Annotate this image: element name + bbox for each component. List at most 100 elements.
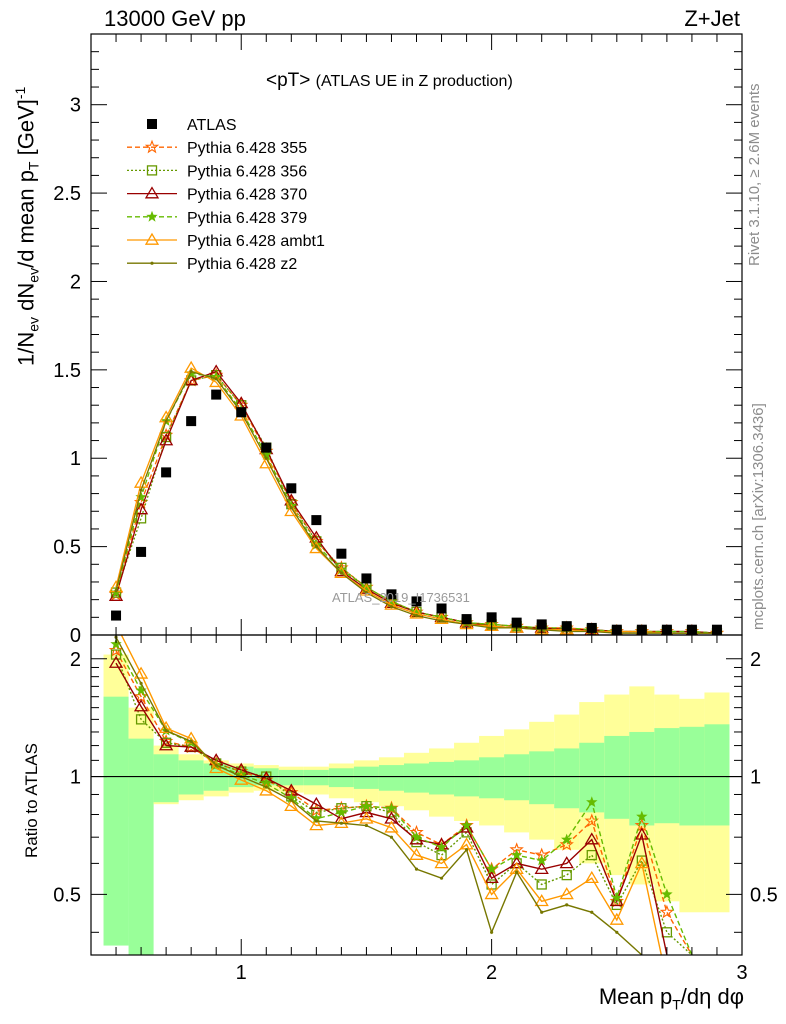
- legend-entry-5: Pythia 6.428 379: [127, 210, 307, 227]
- ratio-series-point: [164, 729, 168, 733]
- ratio-series-point: [384, 820, 399, 833]
- main-series-point: [314, 545, 318, 549]
- legend-label: Pythia 6.428 z2: [187, 256, 297, 273]
- ratio-band-inner-bin: [654, 728, 680, 824]
- ratio-y-tick-label-right: 1: [750, 767, 761, 789]
- ratio-series-point: [133, 689, 149, 703]
- plot-title-sub: (ATLAS UE in Z production): [315, 73, 513, 90]
- ratio-series-point: [209, 760, 224, 774]
- main-series-point: [214, 377, 218, 381]
- main-series-point: [133, 502, 149, 515]
- main-series-point: [260, 448, 272, 460]
- ratio-band-inner-bin: [629, 731, 655, 826]
- ratio-y-tick-label-right: 0.5: [750, 884, 778, 906]
- main-series-point: [360, 581, 373, 593]
- ratio-series-point: [485, 863, 498, 874]
- ratio-band-inner-bin: [554, 748, 580, 809]
- ratio-series-point: [586, 849, 597, 861]
- ratio-series-point: [490, 930, 494, 934]
- legend-label: Pythia 6.428 ambt1: [187, 233, 325, 250]
- ratio-series-point: [590, 910, 594, 914]
- data-point: [286, 483, 297, 494]
- ratio-series-point: [586, 796, 598, 808]
- ratio-series-point: [536, 854, 548, 866]
- ratio-band-inner-bin: [378, 765, 404, 791]
- main-series-point: [414, 613, 419, 618]
- main-y-axis-label: 1/Nev dNev/d mean pT [GeV]-1: [12, 86, 42, 366]
- main-series-point: [364, 590, 369, 595]
- ratio-series-point: [158, 720, 174, 733]
- ratio-band-inner-bin: [303, 769, 329, 786]
- legend-entry-3: Pythia 6.428 356: [127, 163, 307, 180]
- ratio-series-point: [609, 894, 624, 907]
- ratio-series-point: [133, 699, 149, 712]
- ratio-series-point: [264, 785, 268, 789]
- main-series-point: [264, 456, 268, 460]
- ratio-series-point: [435, 841, 448, 852]
- ratio-series-point: [464, 848, 469, 852]
- main-series-point: [108, 588, 124, 601]
- ratio-series-point: [335, 806, 348, 818]
- main-series-point: [114, 589, 118, 593]
- mcplots-reference-label: mcplots.cern.ch [arXiv:1306.3436]: [750, 403, 767, 630]
- ratio-series-point: [314, 819, 318, 823]
- ratio-series-point: [661, 888, 673, 900]
- legend-entry-1: ATLAS: [147, 117, 237, 134]
- ratio-series-point: [484, 887, 499, 900]
- ratio-series-point: [636, 810, 648, 822]
- ratio-series-point: [359, 805, 374, 818]
- legend-marker: [146, 165, 158, 176]
- ratio-series-point: [609, 912, 624, 925]
- ratio-series-point: [110, 649, 122, 660]
- data-point: [111, 610, 122, 621]
- legend-entry-4: Pythia 6.428 370: [127, 186, 307, 204]
- ratio-series-point: [634, 856, 649, 869]
- data-point: [361, 573, 372, 584]
- ratio-series-point: [534, 861, 549, 875]
- data-point: [236, 407, 247, 418]
- ratio-band-inner-bin: [454, 760, 480, 797]
- ratio-band-inner-bin: [353, 766, 379, 789]
- ratio-y-tick-label-left: 2: [70, 649, 81, 671]
- header-left-label: 13000 GeV pp: [104, 6, 246, 31]
- ratio-band-inner-bin: [429, 761, 455, 795]
- legend-marker: [150, 261, 154, 265]
- plot-title: <pT> (ATLAS UE in Z production): [266, 70, 513, 92]
- ratio-series-point: [615, 930, 619, 934]
- legend-entry-6: Pythia 6.428 ambt1: [127, 232, 325, 250]
- main-series-point: [189, 370, 193, 374]
- ratio-series-point: [284, 798, 299, 812]
- ratio-series-point: [510, 849, 523, 860]
- ratio-series-point: [414, 867, 419, 871]
- legend-label: ATLAS: [187, 117, 237, 134]
- ratio-band-inner-bin: [103, 696, 129, 946]
- data-point: [561, 621, 572, 632]
- ratio-series-point: [559, 856, 574, 869]
- ratio-series-point: [460, 819, 473, 831]
- main-series-point: [309, 541, 324, 554]
- ratio-series-line: [120, 635, 663, 955]
- legend-marker: [147, 119, 157, 129]
- ratio-band-inner-bin: [178, 760, 204, 795]
- data-point: [136, 546, 147, 557]
- legend-entry-2: Pythia 6.428 355: [127, 139, 307, 157]
- ratio-series-point: [214, 763, 218, 767]
- ratio-band-inner-bin: [504, 754, 530, 801]
- ratio-series-point: [459, 820, 474, 833]
- ratio-series-point: [135, 714, 147, 725]
- ratio-series-point: [108, 642, 124, 657]
- main-series-point: [164, 419, 168, 423]
- ratio-series-point: [540, 910, 544, 914]
- ratio-band-inner-bin: [403, 763, 430, 793]
- data-point: [161, 467, 172, 478]
- data-point: [311, 515, 322, 526]
- ratio-band-inner-bin: [604, 735, 630, 819]
- ratio-series-point: [611, 891, 623, 903]
- ratio-series-point: [234, 772, 249, 785]
- ratio-band-inner-bin: [153, 754, 179, 803]
- ratio-series-point: [385, 802, 398, 814]
- ratio-y-axis-label: Ratio to ATLAS: [22, 743, 41, 858]
- ratio-band-inner-bin: [328, 768, 354, 788]
- main-series-point: [435, 611, 448, 623]
- ratio-series-point: [409, 847, 424, 860]
